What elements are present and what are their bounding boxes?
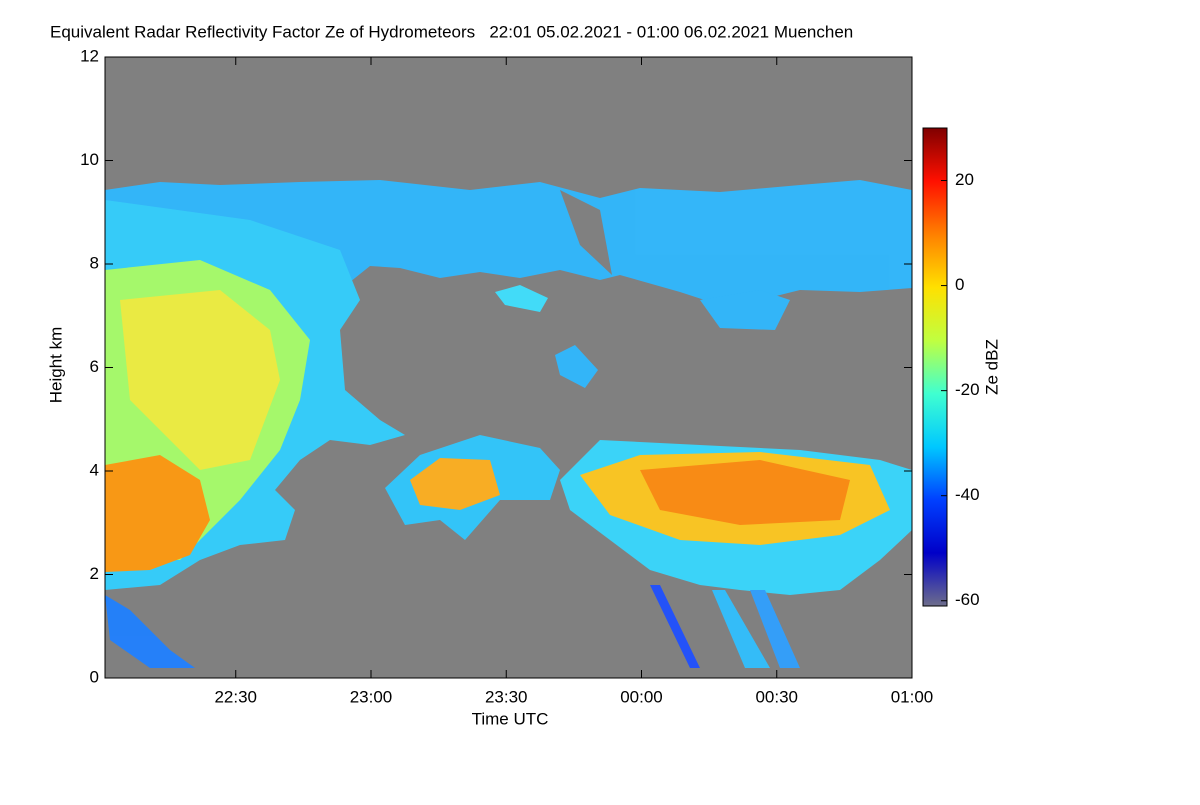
radar-field	[105, 180, 912, 668]
x-tick-label: 01:00	[891, 687, 934, 706]
y-tick-label: 4	[90, 460, 99, 479]
colorbar-tick-label: 20	[955, 170, 974, 189]
cloud	[640, 460, 850, 525]
cloud	[555, 345, 598, 388]
x-tick-label: 23:30	[485, 687, 528, 706]
x-tick-label: 22:30	[214, 687, 257, 706]
colorbar	[922, 127, 948, 607]
colorbar-tick-label: -40	[955, 485, 980, 504]
fall-streak	[712, 590, 770, 668]
colorbar-tick-label: -60	[955, 590, 980, 609]
x-tick-label: 00:30	[755, 687, 798, 706]
colorbar-tick-label: -20	[955, 380, 980, 399]
cloud	[120, 290, 280, 470]
y-tick-label: 2	[90, 564, 99, 583]
x-tick-label: 23:00	[350, 687, 393, 706]
y-tick-label: 10	[80, 150, 99, 169]
fall-streak	[750, 590, 800, 668]
y-axis-label: Height km	[46, 327, 65, 404]
colorbar-label: Ze dBZ	[982, 339, 1001, 395]
gap	[560, 190, 612, 275]
cloud	[495, 285, 548, 312]
y-tick-label: 0	[90, 667, 99, 686]
y-tick-label: 8	[90, 253, 99, 272]
chart-title: Equivalent Radar Reflectivity Factor Ze …	[50, 22, 853, 41]
x-tick-label: 00:00	[620, 687, 663, 706]
colorbar-tick-label: 0	[955, 275, 964, 294]
fall-streak	[650, 585, 700, 668]
y-tick-label: 6	[90, 357, 99, 376]
cloud	[410, 458, 500, 510]
y-tick-label: 12	[80, 46, 99, 65]
cloud	[105, 455, 210, 572]
cloud	[700, 290, 790, 330]
fall-streak	[105, 595, 195, 668]
x-axis-label: Time UTC	[472, 709, 549, 728]
